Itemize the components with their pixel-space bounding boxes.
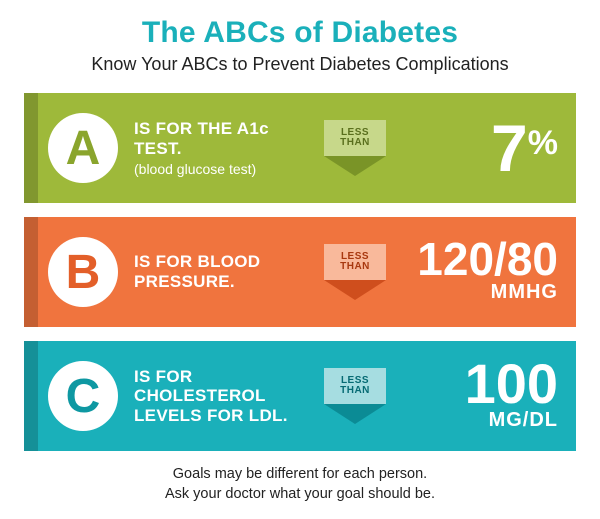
value-block: 120/80MMHG — [417, 240, 576, 304]
letter: B — [66, 245, 101, 300]
label-main: IS FOR CHOLESTEROL LEVELS FOR LDL. — [134, 367, 319, 426]
abc-row-a: A IS FOR THE A1c TEST. (blood glucose test… — [24, 93, 576, 203]
letter-badge: B — [48, 237, 118, 307]
value-block: 100MG/DL — [465, 360, 576, 433]
page-title: The ABCs of Diabetes — [24, 16, 576, 50]
letter-badge: A — [48, 113, 118, 183]
arrow-label: LESSTHAN — [324, 120, 386, 156]
value-block: 7% — [491, 120, 576, 176]
arrow: LESSTHAN — [319, 120, 391, 176]
letter: A — [66, 121, 101, 176]
rows-container: A IS FOR THE A1c TEST. (blood glucose test… — [24, 93, 576, 451]
abc-row-b: B IS FOR BLOOD PRESSURE.LESSTHAN 120/80MMH… — [24, 217, 576, 327]
target-unit: % — [528, 124, 558, 163]
target-value: 100 — [465, 360, 558, 408]
label-block: IS FOR CHOLESTEROL LEVELS FOR LDL. — [134, 367, 319, 426]
label-block: IS FOR THE A1c TEST. (blood glucose test) — [134, 119, 319, 176]
arrow-down-icon — [324, 404, 386, 424]
footer-line-2: Ask your doctor what your goal should be… — [24, 485, 576, 505]
letter-badge: C — [48, 361, 118, 431]
arrow-label: LESSTHAN — [324, 244, 386, 280]
target-value: 120/80 — [417, 240, 558, 279]
label-sub: (blood glucose test) — [134, 161, 319, 177]
footer-line-1: Goals may be different for each person. — [24, 465, 576, 485]
target-unit: MMHG — [491, 281, 558, 304]
footer-note: Goals may be different for each person. … — [24, 465, 576, 504]
arrow: LESSTHAN — [319, 368, 391, 424]
target-value: 7 — [491, 120, 528, 176]
letter: C — [66, 369, 101, 424]
arrow-down-icon — [324, 280, 386, 300]
page-subtitle: Know Your ABCs to Prevent Diabetes Compl… — [24, 54, 576, 75]
arrow-down-icon — [324, 156, 386, 176]
label-block: IS FOR BLOOD PRESSURE. — [134, 252, 319, 291]
infographic: The ABCs of Diabetes Know Your ABCs to P… — [0, 0, 600, 514]
label-main: IS FOR BLOOD PRESSURE. — [134, 252, 319, 291]
label-main: IS FOR THE A1c TEST. — [134, 119, 319, 158]
target-unit: MG/DL — [489, 409, 558, 432]
arrow-label: LESSTHAN — [324, 368, 386, 404]
abc-row-c: C IS FOR CHOLESTEROL LEVELS FOR LDL.LESST… — [24, 341, 576, 451]
arrow: LESSTHAN — [319, 244, 391, 300]
